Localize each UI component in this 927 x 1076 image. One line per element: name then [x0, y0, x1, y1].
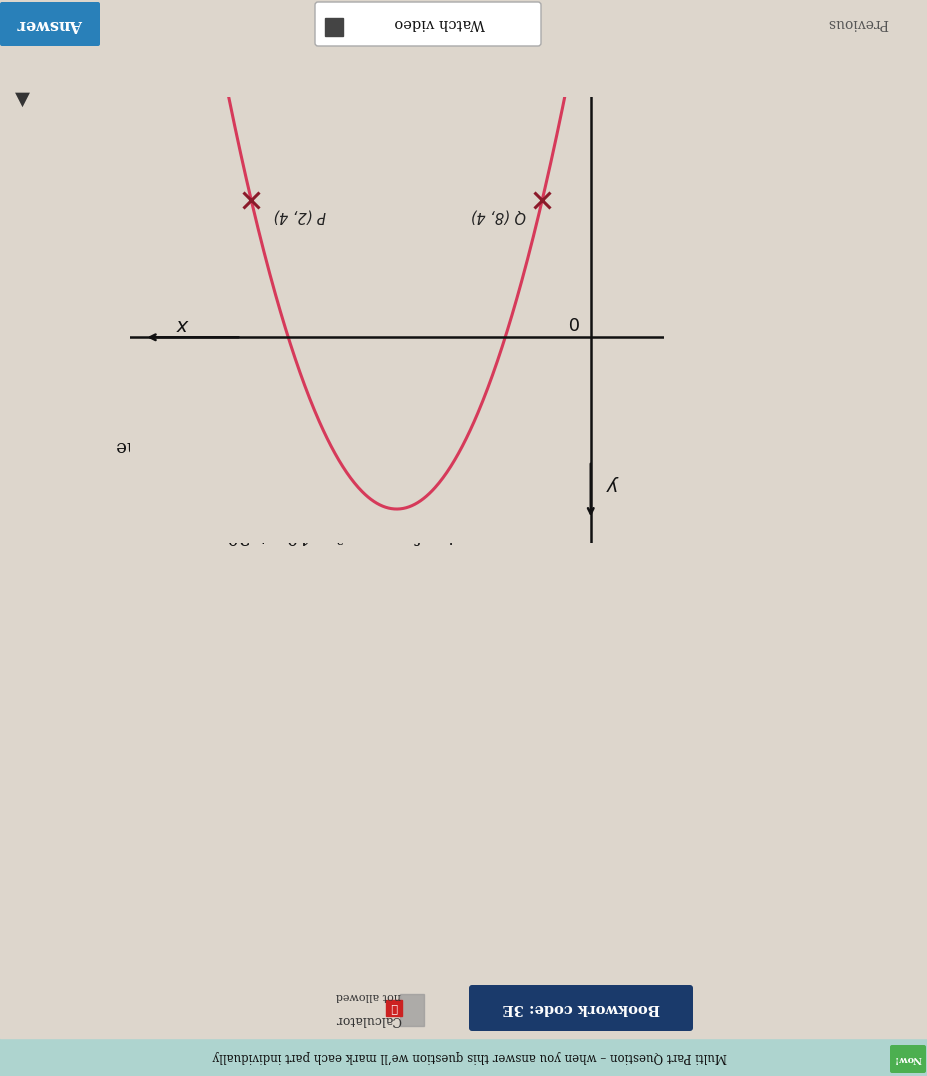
- Text: y: y: [607, 476, 619, 495]
- FancyBboxPatch shape: [889, 1045, 925, 1073]
- Text: a) Calculate the coordinates of the                        of the: a) Calculate the coordinates of the of t…: [116, 437, 623, 455]
- Bar: [386, 1000, 401, 1016]
- Text: Points P and Q are on the quadratic curve: Points P and Q are on the quadratic curv…: [265, 367, 662, 385]
- Text: ▲: ▲: [15, 89, 30, 107]
- Text: ✗: ✗: [390, 1003, 397, 1014]
- Text: symmetry for y = x² − 10x + 20.: symmetry for y = x² − 10x + 20.: [222, 526, 518, 544]
- Text: Now!: Now!: [893, 1054, 921, 1063]
- Bar: [0, 1038, 927, 1076]
- Text: 0: 0: [566, 312, 578, 330]
- Bar: [324, 18, 343, 36]
- Text: Previous: Previous: [827, 16, 888, 30]
- Text: straight line segment PQ.: straight line segment PQ.: [253, 462, 486, 480]
- Text: not allowed: not allowed: [335, 991, 400, 1001]
- Text: Watch video: Watch video: [394, 16, 485, 30]
- Text: Q (8, 4): Q (8, 4): [470, 209, 526, 224]
- Text: Bookwork code: 3E: Bookwork code: 3E: [502, 1001, 659, 1015]
- Text: b) Hence write down the equation of the line of: b) Hence write down the equation of the …: [153, 500, 587, 519]
- Text: Answer: Answer: [18, 15, 83, 32]
- Text: x: x: [177, 315, 189, 334]
- FancyBboxPatch shape: [0, 2, 100, 46]
- Bar: [0, 972, 927, 1038]
- Text: Calculator: Calculator: [335, 1014, 400, 1027]
- Text: y = x² − 10x + 20.: y = x² − 10x + 20.: [372, 395, 555, 413]
- FancyBboxPatch shape: [314, 2, 540, 46]
- Text: Multi Part Question – when you answer this question we’ll mark each part individ: Multi Part Question – when you answer th…: [212, 1050, 727, 1063]
- Text: midpoint: midpoint: [499, 437, 590, 455]
- Bar: [400, 994, 424, 1027]
- Text: P (2, 4): P (2, 4): [273, 209, 325, 224]
- FancyBboxPatch shape: [468, 985, 692, 1031]
